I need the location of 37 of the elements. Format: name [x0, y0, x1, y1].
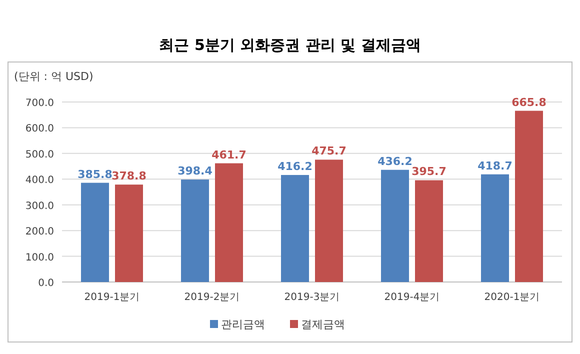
- data-label: 395.7: [412, 165, 446, 178]
- data-label: 461.7: [212, 148, 246, 162]
- y-tick-label: 300.0: [25, 200, 54, 212]
- y-tick-label: 200.0: [25, 226, 54, 238]
- bar: [415, 180, 443, 282]
- y-tick-label: 700.0: [25, 98, 54, 109]
- data-label: 418.7: [478, 159, 512, 172]
- bar: [215, 163, 243, 282]
- y-tick-label: 600.0: [25, 124, 54, 135]
- data-label: 385.8: [78, 168, 112, 181]
- x-tick-label: 2019-4분기: [384, 292, 440, 303]
- data-label: 398.4: [178, 164, 213, 178]
- bar: [81, 182, 109, 282]
- x-tick-label: 2020-1분기: [484, 292, 540, 303]
- y-tick-label: 400.0: [25, 175, 54, 186]
- y-tick-label: 500.0: [25, 149, 54, 160]
- x-tick-label: 2019-3분기: [284, 292, 340, 303]
- bar: [481, 174, 509, 282]
- x-tick-label: 2019-2분기: [184, 292, 240, 303]
- y-tick-label: 100.0: [25, 252, 54, 264]
- bar: [181, 180, 209, 282]
- data-label: 436.2: [378, 154, 412, 168]
- bar: [281, 174, 309, 282]
- legend-label: 관리금액: [221, 318, 265, 331]
- x-tick-label: 2019-1분기: [84, 292, 140, 303]
- bar: [315, 160, 343, 282]
- data-label: 665.8: [512, 96, 546, 109]
- data-label: 475.7: [312, 144, 346, 158]
- legend-label: 결제금액: [301, 318, 345, 331]
- y-tick-label: 0.0: [38, 278, 54, 289]
- bar: [515, 110, 543, 282]
- chart-title: 최근 5분기 외화증권 관리 및 결제금액: [159, 36, 421, 54]
- data-label: 416.2: [278, 160, 312, 173]
- text: (단위 : 억 USD): [14, 70, 94, 83]
- bar: [381, 170, 409, 282]
- data-label: 378.8: [112, 170, 146, 183]
- bar: [115, 184, 143, 282]
